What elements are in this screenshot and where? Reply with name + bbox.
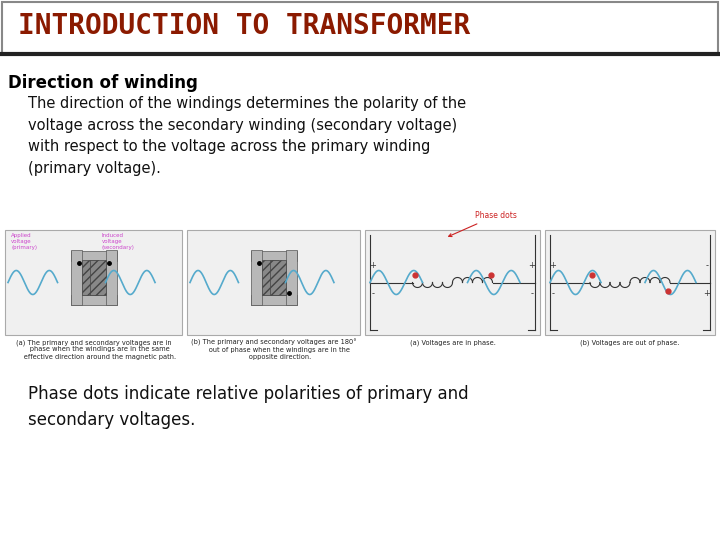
Text: The direction of the windings determines the polarity of the
voltage across the : The direction of the windings determines… <box>28 96 466 176</box>
Bar <box>2 2 718 54</box>
Bar <box>286 249 297 305</box>
Bar <box>251 249 261 305</box>
Bar <box>545 230 715 335</box>
Bar <box>71 251 117 260</box>
Bar <box>89 260 106 294</box>
Text: -: - <box>372 289 374 299</box>
Text: +: + <box>549 261 557 271</box>
Bar <box>187 230 360 335</box>
Text: INTRODUCTION TO TRANSFORMER: INTRODUCTION TO TRANSFORMER <box>18 12 470 40</box>
Text: (a) The primary and secondary voltages are in
      phase when the windings are : (a) The primary and secondary voltages a… <box>11 339 176 360</box>
Bar <box>106 249 117 305</box>
Text: Induced
voltage
(secondary): Induced voltage (secondary) <box>102 233 135 249</box>
Text: (b) Voltages are out of phase.: (b) Voltages are out of phase. <box>580 339 680 346</box>
Text: Phase dots: Phase dots <box>449 211 517 237</box>
Text: -: - <box>531 289 534 299</box>
Text: Direction of winding: Direction of winding <box>8 74 198 92</box>
Bar <box>5 230 182 335</box>
Text: Applied
voltage
(primary): Applied voltage (primary) <box>11 233 37 249</box>
Bar <box>365 230 540 335</box>
Text: +: + <box>528 261 536 271</box>
Text: -: - <box>552 289 554 299</box>
Bar <box>251 294 297 305</box>
Text: +: + <box>703 289 711 299</box>
Bar <box>81 260 97 294</box>
Text: Phase dots indicate relative polarities of primary and
secondary voltages.: Phase dots indicate relative polarities … <box>28 385 469 429</box>
Text: +: + <box>369 261 377 271</box>
Bar <box>71 294 117 305</box>
Bar <box>269 260 286 294</box>
Text: (a) Voltages are in phase.: (a) Voltages are in phase. <box>410 339 495 346</box>
Bar <box>251 251 297 260</box>
Bar <box>261 260 277 294</box>
Bar <box>71 249 81 305</box>
Text: -: - <box>706 261 708 271</box>
Text: (b) The primary and secondary voltages are 180°
      out of phase when the wind: (b) The primary and secondary voltages a… <box>191 339 356 360</box>
